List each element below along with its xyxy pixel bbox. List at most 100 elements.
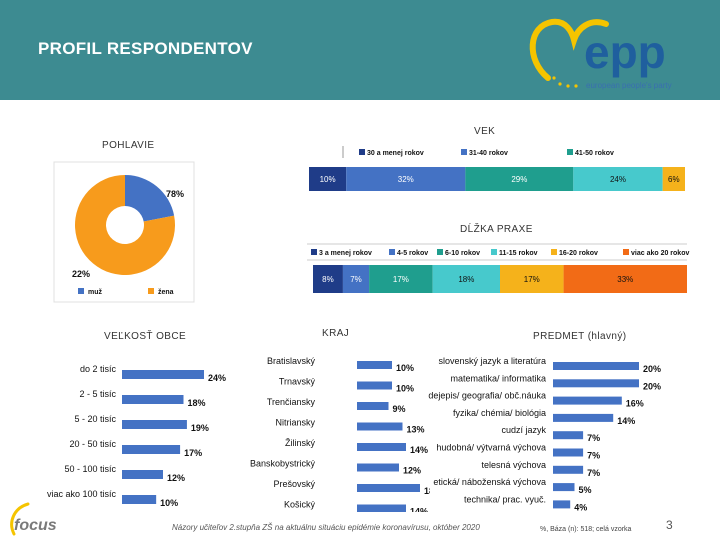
age-legend-swatch-31-40-rokov: [461, 149, 467, 155]
region-value-banskobystricky: 12%: [403, 466, 421, 476]
age-segment-41-50-rokov: [465, 167, 574, 191]
size-category-20-50-tisic: 20 - 50 tisíc: [69, 439, 116, 449]
region-bar-presovsky: [357, 484, 420, 492]
focus-logo-text: focus: [14, 517, 57, 534]
pie-label-zena: 78%: [166, 189, 184, 199]
practice-segment-label-16-20-rokov: 17%: [524, 275, 540, 284]
practice-segment-label-viac-ako-20-rokov: 33%: [617, 275, 633, 284]
region-category-nitriansky: Nitriansky: [275, 418, 315, 428]
region-bar-trnavsky: [357, 381, 392, 390]
size-value-20-50-tisic: 17%: [184, 448, 202, 458]
subject-value-slovensky-jazyk-a-literatura: 20%: [643, 364, 661, 374]
practice-legend-4-5-rokov: 4-5 rokov: [397, 250, 428, 257]
subject-bar-dejepis-geografia-obc-nauka: [553, 396, 622, 405]
size-bar-do-2-tisic: [122, 370, 204, 379]
age-segment-label-30-a-menej-rokov: 10%: [320, 175, 336, 184]
subject-bar-hudobna-vytvarna-vychova: [553, 448, 584, 457]
subject-category-telesna-vychova: telesná výchova: [481, 460, 546, 470]
subject-bar-fyzika-chemia-biologia: [553, 413, 614, 422]
practice-legend-swatch-11-15-rokov: [491, 249, 497, 255]
size-value-5-20-tisic: 19%: [191, 423, 209, 433]
practice-legend-swatch-viac-ako-20-rokov: [623, 249, 629, 255]
subject-category-slovensky-jazyk-a-literatura: slovenský jazyk a literatúra: [438, 356, 546, 366]
practice-segment-11-15-rokov: [432, 265, 500, 293]
age-segment-label-41-50-rokov: 29%: [511, 175, 527, 184]
region-category-trnavsky: Trnavský: [279, 377, 316, 387]
size-bar-50-100-tisic: [122, 470, 163, 479]
subject-value-eticka-nabozenska-vychova: 5%: [579, 485, 592, 495]
age-segment-label-31-40-rokov: 32%: [398, 175, 414, 184]
region-bar-zilinsky: [357, 443, 406, 451]
practice-segment-6-10-rokov: [369, 265, 433, 293]
age-legend-31-40-rokov: 31-40 rokov: [469, 150, 508, 157]
size-bar-20-50-tisic: [122, 445, 181, 454]
size-category-5-20-tisic: 5 - 20 tisíc: [74, 414, 116, 424]
practice-segment-label-4-5-rokov: 7%: [350, 275, 362, 284]
size-category-50-100-tisic: 50 - 100 tisíc: [64, 464, 116, 474]
epp-logo: epp european people's party: [529, 18, 672, 90]
subject-bar-chart: slovenský jazyk a literatúra 20% matematik…: [428, 356, 661, 512]
region-bar-bratislavsky: [357, 361, 392, 369]
size-value-viac-ako-100-tisic: 10%: [160, 498, 178, 508]
pie-label-muz: 22%: [72, 269, 90, 279]
subject-bar-eticka-nabozenska-vychova: [553, 483, 575, 492]
practice-title: DĹŽKA PRAXE: [460, 224, 533, 235]
age-legend-30-a-menej-rokov: 30 a menej rokov: [367, 150, 424, 157]
practice-legend-viac-ako-20-rokov: viac ako 20 rokov: [631, 250, 689, 257]
region-category-bratislavsky: Bratislavský: [267, 356, 316, 366]
size-bar-viac-ako-100-tisic: [122, 495, 157, 504]
page-number: 3: [666, 518, 673, 532]
epp-logo-tagline: european people's party: [586, 81, 672, 90]
region-category-zilinsky: Žilinský: [285, 438, 316, 448]
region-value-trnavsky: 10%: [396, 384, 414, 394]
age-segment-31-40-rokov: [346, 167, 466, 191]
subject-value-telesna-vychova: 7%: [587, 468, 600, 478]
practice-segment-4-5-rokov: [342, 265, 370, 293]
practice-legend-swatch-4-5-rokov: [389, 249, 395, 255]
subject-value-dejepis-geografia-obc-nauka: 16%: [626, 399, 644, 409]
practice-legend-11-15-rokov: 11-15 rokov: [499, 250, 538, 257]
practice-segment-label-6-10-rokov: 17%: [393, 275, 409, 284]
subject-category-hudobna-vytvarna-vychova: hudobná/ výtvarná výchova: [436, 443, 546, 453]
practice-legend-16-20-rokov: 16-20 rokov: [559, 250, 598, 257]
school-size-bar-chart: do 2 tisíc 24% 2 - 5 tisíc 18% 5 - 20 tisíc 1…: [47, 364, 226, 508]
region-value-zilinsky: 14%: [410, 445, 428, 455]
pie-slice-zena: [74, 175, 175, 275]
practice-legend-swatch-6-10-rokov: [437, 249, 443, 255]
pie-legend-swatch-zena: [148, 288, 154, 294]
subject-bar-telesna-vychova: [553, 465, 584, 474]
region-bar-kosicky: [357, 504, 406, 512]
subject-category-cudzi-jazyk: cudzí jazyk: [501, 425, 546, 435]
age-segment-label-viac-ako-60-rokov: 6%: [668, 175, 680, 184]
region-bar-banskobystricky: [357, 463, 399, 472]
gender-pie-chart: 78% 22% muž žena: [53, 161, 195, 303]
footer-base: %, Báza (n): 518; celá vzorka: [540, 526, 632, 533]
practice-segment-3-a-menej-rokov: [313, 265, 343, 293]
subject-value-cudzi-jazyk: 7%: [587, 433, 600, 443]
subject-value-technika-prac-vyuc: 4%: [574, 502, 587, 512]
practice-segment-viac-ako-20-rokov: [563, 265, 687, 293]
size-value-2-5-tisic: 18%: [188, 398, 206, 408]
region-bar-chart: Bratislavský 10% Trnavský 10% Trenčiansky 9% N…: [250, 356, 430, 512]
age-segment-51-60-rokov: [573, 167, 663, 191]
age-legend-swatch-30-a-menej-rokov: [359, 149, 365, 155]
practice-legend-3-a-menej-rokov: 3 a menej rokov: [319, 250, 372, 257]
size-bar-5-20-tisic: [122, 420, 187, 429]
pie-slice-muz: [125, 175, 175, 222]
gender-title: POHLAVIE: [102, 140, 155, 151]
pie-legend-muz: muž: [88, 289, 103, 296]
region-category-trenciansky: Trenčiansky: [267, 397, 316, 407]
pie-legend-swatch-muz: [78, 288, 84, 294]
region-title: KRAJ: [322, 328, 350, 339]
subject-bar-slovensky-jazyk-a-literatura: [553, 362, 639, 370]
region-category-kosicky: Košický: [284, 500, 316, 510]
epp-logo-text: epp: [584, 26, 666, 78]
age-legend-swatch-41-50-rokov: [567, 149, 573, 155]
practice-segment-label-11-15-rokov: 18%: [458, 275, 474, 284]
subject-value-matematika-informatika: 20%: [643, 381, 661, 391]
age-stacked-chart: 30 a menej rokov 31-40 rokov 41-50 rokov 1…: [309, 146, 685, 191]
page-title: PROFIL RESPONDENTOV: [38, 39, 253, 58]
subject-bar-matematika-informatika: [553, 379, 639, 388]
school-size-title: VEĽKOSŤ OBCE: [104, 331, 187, 342]
size-value-50-100-tisic: 12%: [167, 473, 185, 483]
